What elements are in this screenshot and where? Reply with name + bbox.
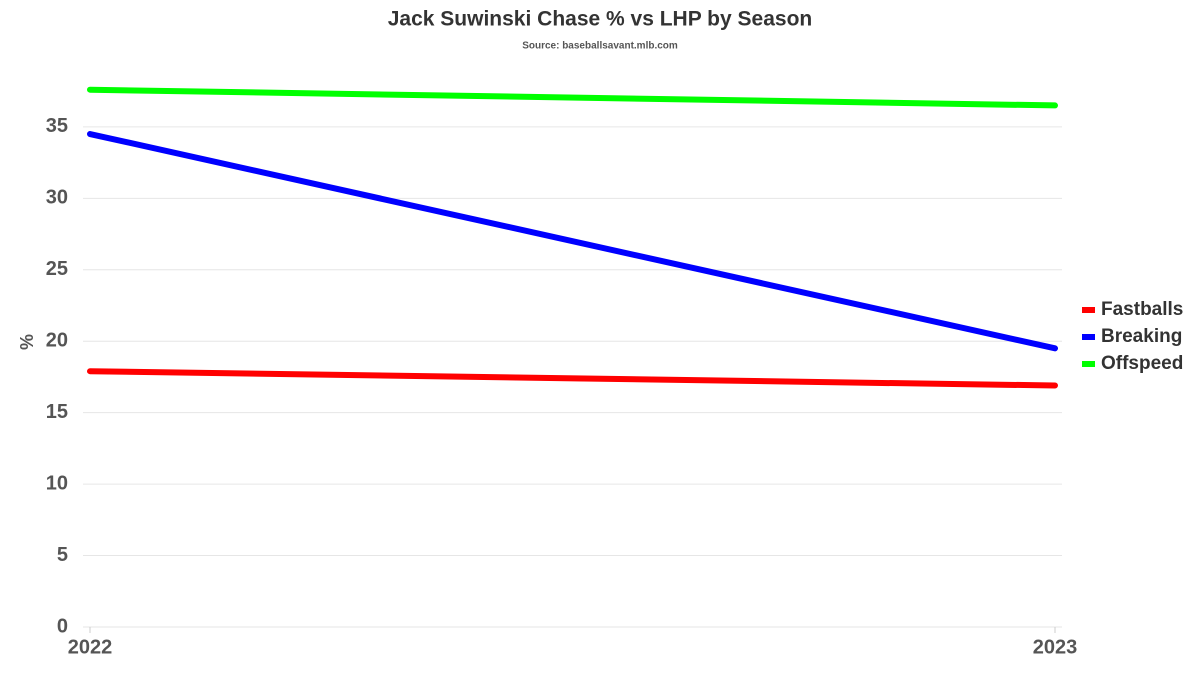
y-tick-label: 20 (46, 329, 68, 351)
y-tick-label: 10 (46, 472, 68, 494)
legend-label: Offspeed (1101, 353, 1183, 374)
y-tick-label: 35 (46, 115, 68, 137)
chart-subtitle: Source: baseballsavant.mlb.com (522, 41, 678, 52)
series-line (87, 86, 1058, 109)
y-tick-label: 5 (57, 544, 68, 566)
legend-label: Breaking (1101, 326, 1182, 347)
y-tick-label: 25 (46, 258, 68, 280)
legend-label: Fastballs (1101, 299, 1183, 320)
y-tick-label: 30 (46, 187, 68, 209)
x-tick-label: 2022 (68, 636, 113, 658)
x-tick-label: 2023 (1033, 636, 1078, 658)
series-line (87, 131, 1058, 352)
y-axis-label: % (17, 334, 37, 350)
chart-title: Jack Suwinski Chase % vs LHP by Season (388, 8, 812, 31)
y-tick-label: 0 (57, 615, 68, 637)
series-line (87, 368, 1058, 389)
y-tick-label: 15 (46, 401, 68, 423)
